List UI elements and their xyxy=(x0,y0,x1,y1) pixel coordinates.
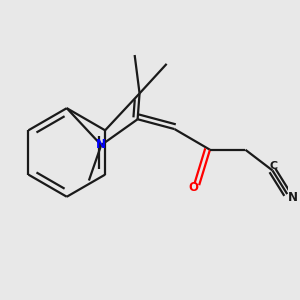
Text: N: N xyxy=(96,138,106,151)
Text: O: O xyxy=(188,181,198,194)
Text: C: C xyxy=(269,161,278,172)
Text: N: N xyxy=(288,191,298,205)
